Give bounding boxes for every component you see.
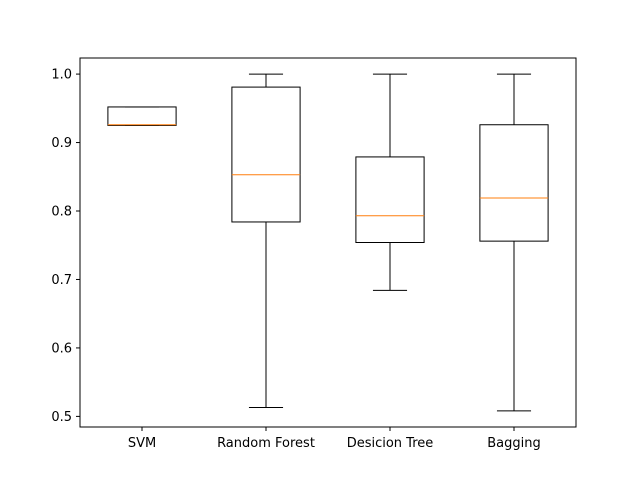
box-body (231, 86, 301, 223)
plot-area (107, 73, 549, 412)
y-tick-label: 1.0 (51, 68, 72, 83)
box-body (355, 156, 425, 244)
x-axis: SVM Random Forest Desicion Tree Bagging (128, 427, 541, 451)
x-tick-label: Bagging (487, 436, 541, 451)
y-axis: 0.5 0.6 0.7 0.8 0.9 1.0 (51, 68, 80, 425)
y-tick-label: 0.6 (51, 341, 72, 356)
box-2 (231, 73, 301, 408)
box-4 (479, 73, 549, 412)
axes-frame (79, 57, 577, 428)
box-3 (355, 73, 425, 291)
y-tick-label: 0.9 (51, 136, 72, 151)
box-body (479, 124, 549, 242)
y-tick-label: 0.5 (51, 410, 72, 425)
x-tick-label: SVM (128, 436, 156, 451)
box-1 (107, 106, 177, 126)
y-tick-label: 0.8 (51, 205, 72, 220)
y-tick-label: 0.7 (51, 273, 72, 288)
x-tick-label: Random Forest (217, 436, 315, 451)
x-tick-label: Desicion Tree (347, 436, 434, 451)
box-body (107, 106, 177, 126)
